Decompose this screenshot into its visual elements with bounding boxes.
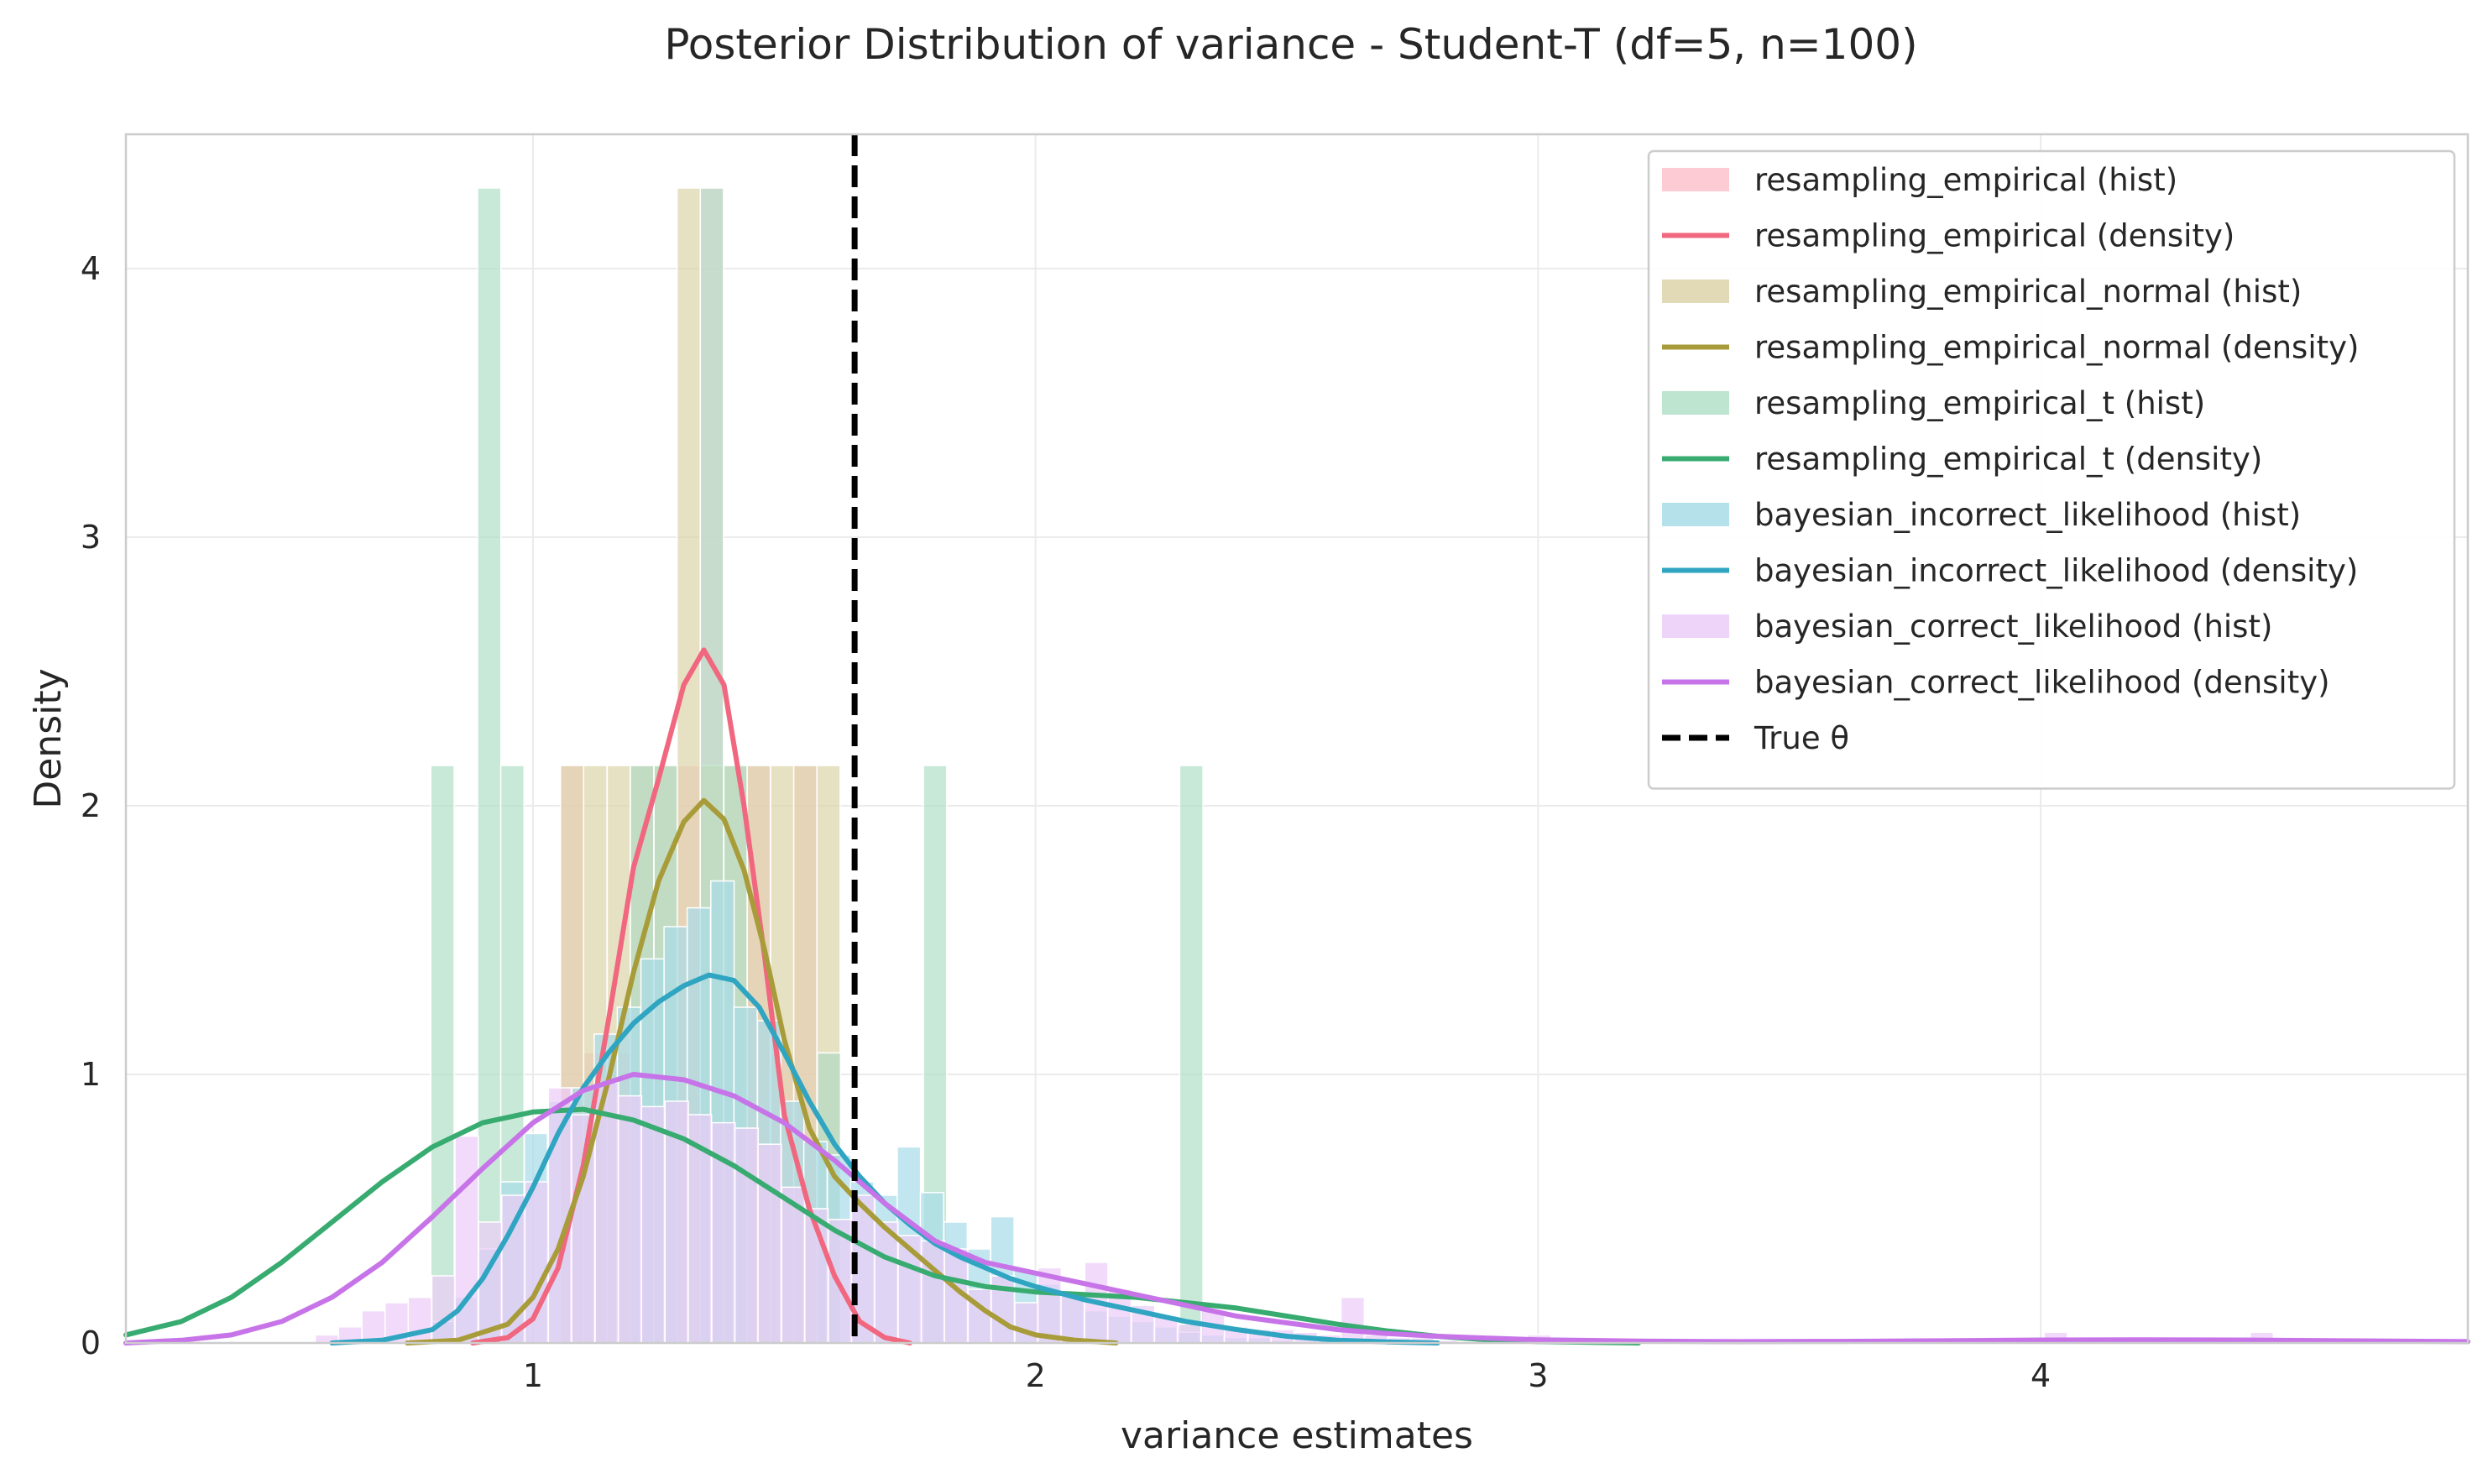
y-tick-label: 0 bbox=[81, 1325, 101, 1361]
legend-swatch bbox=[1662, 391, 1729, 415]
histogram-bar bbox=[781, 1186, 806, 1344]
histogram-bar bbox=[687, 1114, 713, 1344]
histogram-bar bbox=[1179, 765, 1204, 1344]
histogram-bar bbox=[524, 1181, 549, 1344]
legend: resampling_empirical (hist) resampling_em… bbox=[1647, 149, 2456, 790]
histogram-bar bbox=[1060, 1293, 1085, 1344]
density-curve-bayesian-correct-likelihood bbox=[123, 1072, 2470, 1346]
legend-swatch bbox=[1662, 614, 1729, 638]
legend-label: True θ bbox=[1754, 720, 1849, 756]
y-tick-label: 3 bbox=[81, 519, 101, 556]
density-curve-bayesian-incorrect-likelihood bbox=[329, 972, 1440, 1346]
histogram-bar bbox=[617, 1095, 643, 1344]
plot-frame bbox=[124, 133, 2470, 1345]
density-curve-resampling-empirical-normal bbox=[405, 797, 1119, 1346]
legend-label: bayesian_incorrect_likelihood (hist) bbox=[1754, 497, 2301, 533]
legend-entry: resampling_empirical (density) bbox=[1662, 218, 2234, 254]
legend-label: resampling_empirical (hist) bbox=[1754, 162, 2177, 198]
histogram-bar bbox=[967, 1288, 992, 1344]
histogram-bar bbox=[430, 765, 455, 1344]
legend-swatch bbox=[1662, 168, 1729, 191]
histogram-bars bbox=[314, 187, 2275, 1344]
histogram-bar bbox=[711, 1121, 736, 1344]
legend-label: resampling_empirical_t (hist) bbox=[1754, 385, 2205, 421]
histogram-bar bbox=[920, 1240, 946, 1344]
legend-swatch bbox=[1662, 503, 1729, 526]
histogram-bar bbox=[431, 1275, 457, 1344]
legend-label: bayesian_correct_likelihood (density) bbox=[1754, 665, 2330, 701]
x-axis-label: variance estimates bbox=[1121, 1414, 1473, 1457]
x-tick-label: 4 bbox=[2031, 1357, 2051, 1394]
legend-entry: bayesian_correct_likelihood (density) bbox=[1662, 665, 2330, 701]
histogram-bar bbox=[1340, 1296, 1366, 1344]
legend-swatch bbox=[1662, 280, 1729, 303]
legend-frame bbox=[1647, 149, 2456, 790]
legend-entry: resampling_empirical_t (hist) bbox=[1662, 385, 2205, 421]
histogram-bar bbox=[640, 1105, 666, 1344]
histogram-bar bbox=[734, 1127, 760, 1344]
density-curve-resampling-empirical bbox=[470, 647, 912, 1346]
x-tick-label: 3 bbox=[1528, 1357, 1548, 1394]
density-curve-resampling-empirical-t bbox=[123, 1106, 1642, 1346]
legend-entry: resampling_empirical (hist) bbox=[1662, 162, 2177, 198]
legend-label: bayesian_correct_likelihood (hist) bbox=[1754, 609, 2272, 645]
legend-entry: bayesian_incorrect_likelihood (hist) bbox=[1662, 497, 2301, 533]
legend-label: resampling_empirical_t (density) bbox=[1754, 442, 2262, 478]
legend-label: resampling_empirical_normal (hist) bbox=[1754, 274, 2302, 310]
legend-entry: resampling_empirical_t (density) bbox=[1662, 442, 2262, 478]
legend-entry: bayesian_incorrect_likelihood (density) bbox=[1662, 553, 2358, 589]
histogram-bar bbox=[1177, 1323, 1202, 1344]
histogram-bar bbox=[874, 1221, 899, 1344]
legend-entry: resampling_empirical_normal (hist) bbox=[1662, 274, 2302, 310]
x-tick-label: 1 bbox=[523, 1357, 543, 1394]
legend-entry: resampling_empirical_normal (density) bbox=[1662, 330, 2359, 366]
axis-ticks: 1 2 3 4 0 1 2 3 4 bbox=[81, 250, 2051, 1394]
chart-title: Posterior Distribution of variance - Stu… bbox=[664, 20, 1917, 69]
legend-entry: True θ bbox=[1662, 720, 1849, 756]
legend-label: resampling_empirical_normal (density) bbox=[1754, 330, 2359, 366]
y-tick-label: 4 bbox=[81, 250, 101, 287]
legend-label: bayesian_incorrect_likelihood (density) bbox=[1754, 553, 2358, 589]
legend-entry: bayesian_correct_likelihood (hist) bbox=[1662, 609, 2272, 645]
y-tick-label: 2 bbox=[81, 787, 101, 824]
x-tick-label: 2 bbox=[1026, 1357, 1046, 1394]
histogram-bar bbox=[757, 1143, 782, 1344]
y-axis-label: Density bbox=[27, 668, 70, 808]
y-tick-label: 1 bbox=[81, 1056, 101, 1093]
density-curves bbox=[123, 647, 2470, 1346]
legend-label: resampling_empirical (density) bbox=[1754, 218, 2234, 254]
